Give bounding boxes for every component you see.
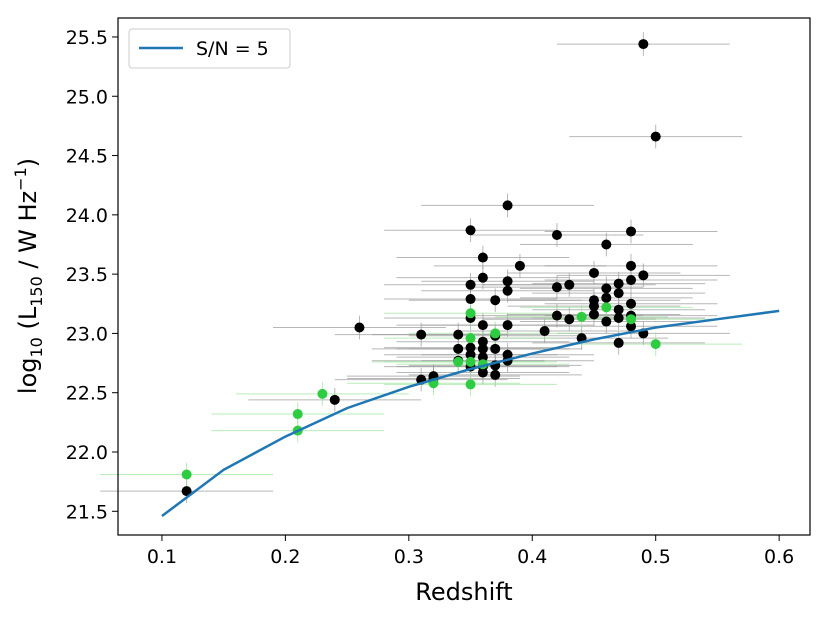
x-tick-label: 0.6	[764, 546, 794, 568]
y-tick-label: 21.5	[66, 501, 108, 523]
data-point-black	[551, 229, 562, 240]
legend: S/N = 5	[128, 28, 291, 69]
data-point-black	[416, 329, 427, 340]
data-point-black	[588, 309, 599, 320]
data-point-black	[613, 313, 624, 324]
data-point-black	[477, 252, 488, 263]
y-tick-label: 22.5	[66, 383, 108, 405]
y-tick-label: 23.5	[66, 264, 108, 286]
data-point-black	[490, 369, 501, 380]
data-point-black	[601, 292, 612, 303]
data-point-black	[453, 343, 464, 354]
data-point-black	[465, 342, 476, 353]
data-point-black	[465, 225, 476, 236]
data-point-black	[551, 282, 562, 293]
data-point-black	[638, 270, 649, 281]
data-point-black	[465, 349, 476, 360]
data-point-black	[564, 279, 575, 290]
y-tick-label: 25.5	[66, 27, 108, 49]
data-point-black	[477, 352, 488, 363]
data-point-black	[477, 336, 488, 347]
data-point-black	[588, 301, 599, 312]
x-tick-label: 0.1	[147, 546, 177, 568]
y-tick-label: 24.0	[66, 205, 108, 227]
data-point-green	[453, 356, 464, 367]
data-point-black	[626, 260, 637, 271]
x-tick-label: 0.5	[641, 546, 671, 568]
plot-frame	[117, 17, 811, 536]
sn5-curve	[161, 309, 780, 518]
data-point-black	[181, 486, 192, 497]
data-point-black	[626, 226, 637, 237]
data-point-green	[601, 302, 612, 313]
data-point-green	[317, 388, 328, 399]
y-tick-label: 25.0	[66, 86, 108, 108]
data-point-black	[490, 295, 501, 306]
data-point-green	[626, 314, 637, 325]
data-point-black	[477, 367, 488, 378]
data-point-black	[477, 320, 488, 331]
x-tick-label: 0.2	[270, 546, 300, 568]
data-point-green	[465, 356, 476, 367]
data-point-black	[329, 394, 340, 405]
data-point-black	[502, 285, 513, 296]
x-tick-label: 0.4	[517, 546, 547, 568]
legend-box	[128, 28, 291, 69]
data-point-black	[477, 343, 488, 354]
data-point-green	[292, 409, 303, 420]
data-point-black	[551, 310, 562, 321]
x-tick-label: 0.3	[394, 546, 424, 568]
data-point-black	[502, 200, 513, 211]
data-point-black	[613, 304, 624, 315]
data-point-black	[626, 321, 637, 332]
data-point-green	[490, 328, 501, 339]
data-point-green	[181, 469, 192, 480]
data-point-black	[613, 288, 624, 299]
data-point-black	[601, 316, 612, 327]
data-point-black	[539, 326, 550, 337]
y-axis-label: log10 (L150 / W Hz−1)	[11, 158, 46, 394]
data-point-black	[564, 314, 575, 325]
data-point-black	[502, 276, 513, 287]
data-point-black	[626, 298, 637, 309]
y-tick-label: 24.5	[66, 146, 108, 168]
data-point-black	[638, 39, 649, 50]
data-point-black	[588, 267, 599, 278]
x-axis-label: Redshift	[415, 578, 512, 606]
data-point-green	[465, 308, 476, 319]
data-point-black	[601, 239, 612, 250]
data-point-black	[626, 275, 637, 286]
data-point-green	[576, 311, 587, 322]
y-tick-label: 22.0	[66, 442, 108, 464]
data-point-black	[453, 329, 464, 340]
data-point-black	[613, 278, 624, 289]
data-point-black	[502, 320, 513, 331]
legend-entry: S/N = 5	[196, 38, 269, 60]
data-point-green	[465, 379, 476, 390]
data-point-black	[650, 131, 661, 142]
data-point-green	[650, 339, 661, 350]
data-point-black	[601, 283, 612, 294]
data-point-black	[465, 294, 476, 305]
data-point-black	[465, 279, 476, 290]
data-point-black	[490, 343, 501, 354]
data-point-black	[477, 272, 488, 283]
data-point-green	[465, 333, 476, 344]
data-point-black	[354, 322, 365, 333]
data-point-black	[514, 260, 525, 271]
data-point-black	[613, 337, 624, 348]
y-tick-label: 23.0	[66, 323, 108, 345]
